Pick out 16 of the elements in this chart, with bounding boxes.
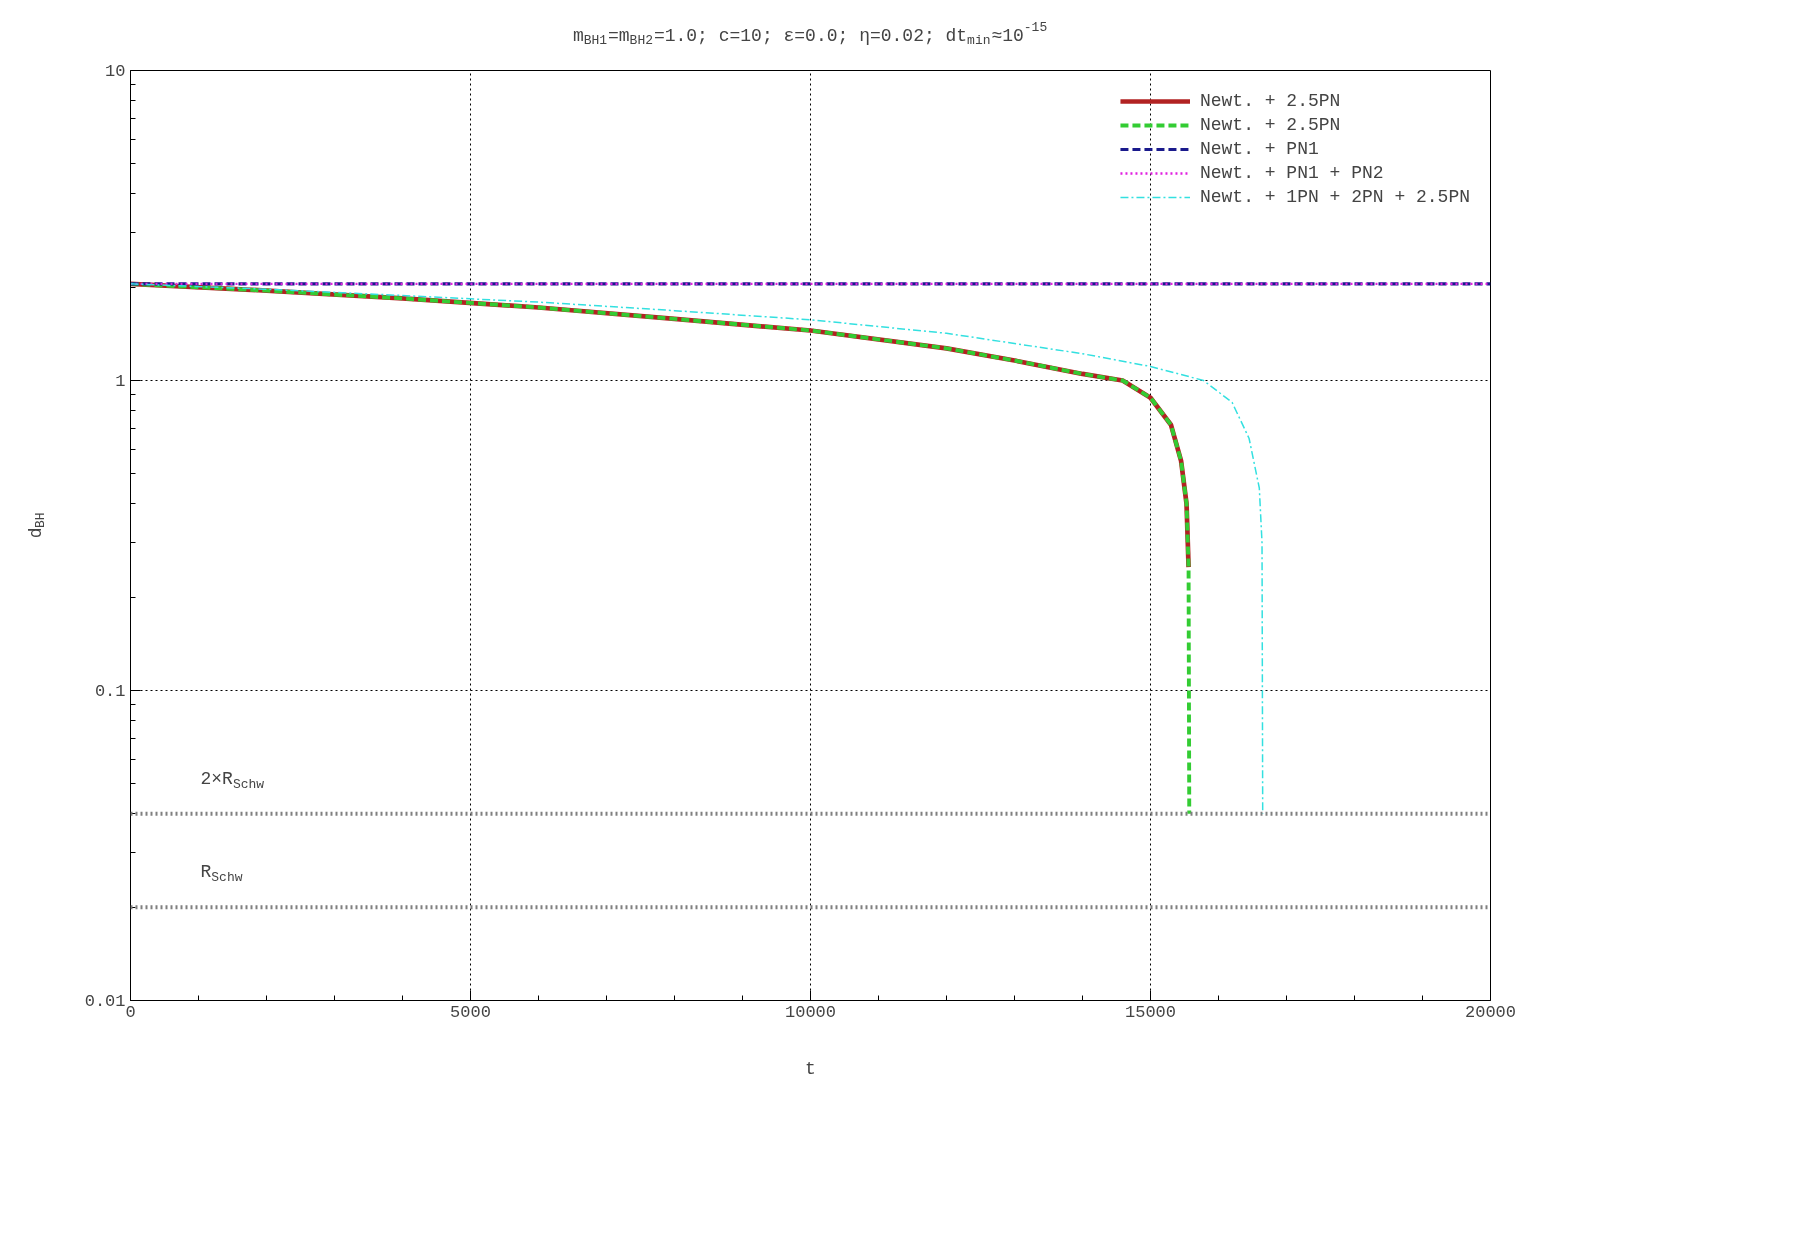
legend-label: Newt. + 1PN + 2PN + 2.5PN: [1199, 186, 1470, 208]
y-tick-label: 10: [105, 62, 126, 81]
y-tick-label: 0.1: [94, 682, 126, 701]
legend-label: Newt. + PN1 + PN2: [1199, 162, 1384, 184]
y-axis-title: dBH: [25, 512, 49, 539]
x-tick-label: 10000: [785, 1002, 837, 1022]
y-tick-label: 1: [115, 372, 126, 391]
x-tick-label: 15000: [1125, 1002, 1177, 1022]
x-tick-label: 5000: [450, 1002, 491, 1022]
x-tick-label: 0: [125, 1002, 136, 1022]
x-tick-label: 20000: [1465, 1002, 1517, 1022]
legend-label: Newt. + PN1: [1199, 138, 1319, 160]
legend-label: Newt. + 2.5PN: [1199, 90, 1341, 112]
x-axis-title: t: [805, 1058, 816, 1079]
legend-label: Newt. + 2.5PN: [1199, 114, 1341, 136]
y-tick-label: 0.01: [84, 992, 126, 1011]
